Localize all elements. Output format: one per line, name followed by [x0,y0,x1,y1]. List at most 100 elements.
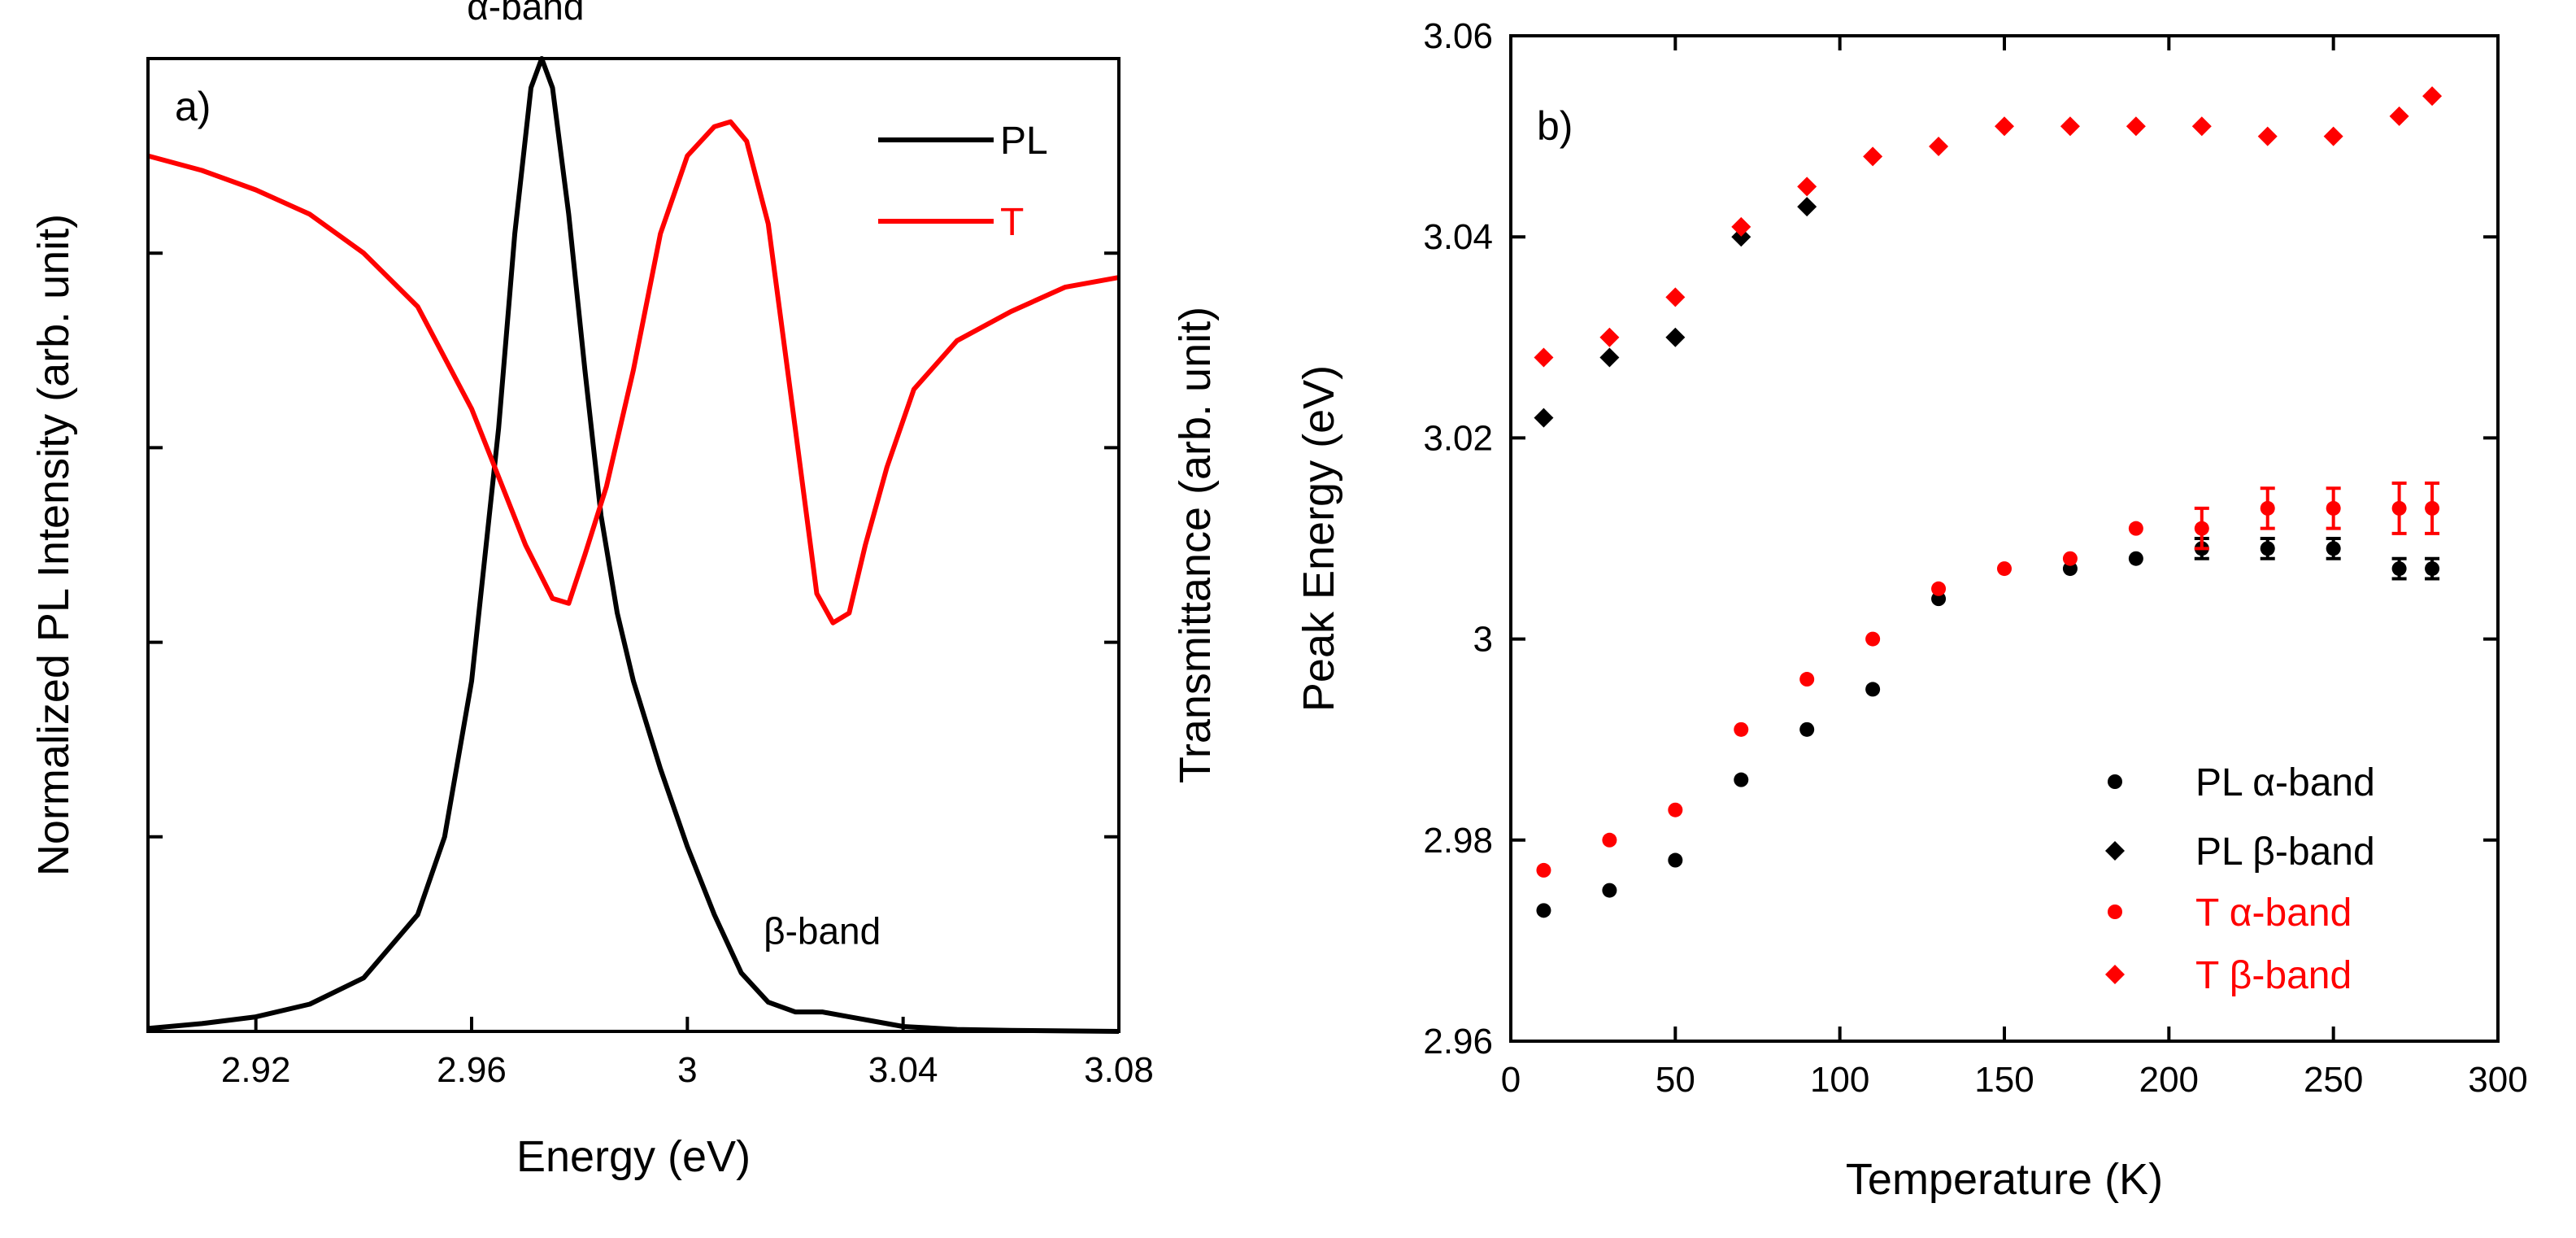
panel-b-x-tick-label: 150 [1974,1060,2034,1100]
panel-a-right-y-axis-label: Transmittance (arb. unit) [1171,307,1220,783]
panel-a-x-tick-label: 3 [677,1050,697,1090]
data-point [2260,541,2275,556]
panel-a-frame [146,57,1120,1033]
data-point [1734,721,1749,737]
data-point [1534,408,1554,428]
legend-label-pl-beta: PL β-band [2195,830,2375,874]
panel-b-x-tick-label: 0 [1501,1060,1521,1100]
data-point [1865,682,1881,697]
data-point [1602,832,1617,848]
data-point [1797,177,1817,197]
data-point [1534,347,1554,368]
panel-b-series-pl-alpha-band [1536,537,2440,918]
legend-marker-pl-beta [2105,841,2125,861]
data-point [1599,347,1620,368]
legend-marker-t-beta [2105,965,2125,984]
panel-b-x-tick-label: 200 [2139,1060,2199,1100]
data-point [1665,327,1686,347]
panel-a-ticks: 2.92 2.96 3 3.04 3.08 [148,57,1154,1090]
data-point [1931,591,1947,607]
data-point [1799,721,1815,737]
panel-b-x-tick-label: 250 [2304,1060,2363,1100]
panel-b-x-axis-label: Temperature (K) [1846,1155,2163,1204]
data-point [2191,116,2212,137]
panel-b-frame [1509,34,2500,1043]
panel-a-legend: PL T [878,120,1048,244]
data-point [2425,500,2440,516]
panel-a-left-y-axis-label: Normalized PL Intensity (arb. unit) [29,214,78,876]
data-point [2062,551,2078,566]
panel-a-x-tick-label: 2.92 [221,1050,291,1090]
data-point [2060,116,2080,137]
panel-b-y-tick-label: 3 [1473,620,1493,660]
data-point [1668,802,1683,817]
data-point [2126,116,2146,137]
data-point [1865,631,1881,647]
panel-a-series-pl [147,56,1120,1034]
data-point [1536,903,1551,918]
panel-a-series-t [147,119,1120,626]
panel-b-x-tick-label: 100 [1810,1060,1869,1100]
data-point [1797,197,1817,217]
data-point [1668,852,1683,868]
panel-b: 0 50 100 150 200 250 3002.962.9833.023.043.06 … [1295,16,2528,1204]
data-point [1799,672,1815,687]
panel-b-series-pl-beta-band [1534,197,1817,428]
data-point [2425,561,2440,577]
panel-b-ticks: 0 50 100 150 200 250 300 2.96 2.98 3 3.02 3.04 3.06 [1423,16,2527,1100]
data-point [2194,521,2209,536]
data-point [1931,581,1947,596]
panel-b-y-tick-label: 2.98 [1423,821,1493,861]
data-point [2391,500,2407,516]
panel-b-y-tick-label: 3.02 [1423,418,1493,458]
panel-b-x-tick-label: 300 [2468,1060,2527,1100]
panel-b-y-tick-label: 3.06 [1423,16,1493,56]
panel-b-x-tick-label: 50 [1656,1060,1695,1100]
legend-label-pl: PL [1000,120,1048,163]
panel-b-legend: PL α-band PL β-band T α-band T β-band [2105,761,2375,997]
panel-b-series-t-beta-band [1534,86,2443,368]
data-point [1665,287,1686,307]
data-point [1731,227,1751,247]
data-point [2326,500,2341,516]
legend-label-t: T [1000,201,1024,244]
data-point [1734,772,1749,787]
legend-marker-pl-alpha [2108,774,2122,789]
data-point [1602,883,1617,898]
data-point [2260,500,2275,516]
data-point [2257,126,2278,146]
legend-label-t-beta: T β-band [2195,954,2352,997]
data-point [1995,116,2014,137]
data-point [2128,551,2143,566]
data-point [2391,561,2407,577]
panel-a-series-layer [147,56,1120,1034]
data-point [2389,106,2409,126]
panel-b-y-tick-label: 3.04 [1423,217,1493,257]
data-point [1599,327,1620,347]
panel-b-label: b) [1537,103,1573,149]
panel-b-y-axis-label: Peak Energy (eV) [1295,365,1343,712]
data-point [1731,216,1751,237]
data-point [1997,561,2012,577]
panel-a-x-axis-label: Energy (eV) [516,1132,751,1181]
beta-band-annotation: β-band [764,909,881,952]
data-point [1863,146,1883,167]
legend-marker-t-alpha [2108,905,2122,919]
data-point [1536,862,1551,878]
panel-b-y-tick-label: 2.96 [1423,1022,1493,1061]
data-point [2323,126,2343,146]
panel-a-x-tick-label: 2.96 [437,1050,507,1090]
legend-label-pl-alpha: PL α-band [2195,761,2375,804]
data-point [2062,561,2078,577]
data-point [2326,541,2341,556]
panel-a: 2.92 2.96 3 3.04 3.08 a) α-band β-band PL T … [29,0,1220,1181]
panel-a-x-tick-label: 3.08 [1084,1050,1154,1090]
alpha-band-annotation: α-band [467,0,584,28]
data-point [2422,86,2443,107]
panel-b-series-t-alpha-band [1536,482,2440,878]
data-point [2128,521,2143,536]
panel-a-label: a) [175,84,211,129]
data-point [1929,136,1949,156]
panel-a-x-tick-label: 3.04 [868,1050,938,1090]
